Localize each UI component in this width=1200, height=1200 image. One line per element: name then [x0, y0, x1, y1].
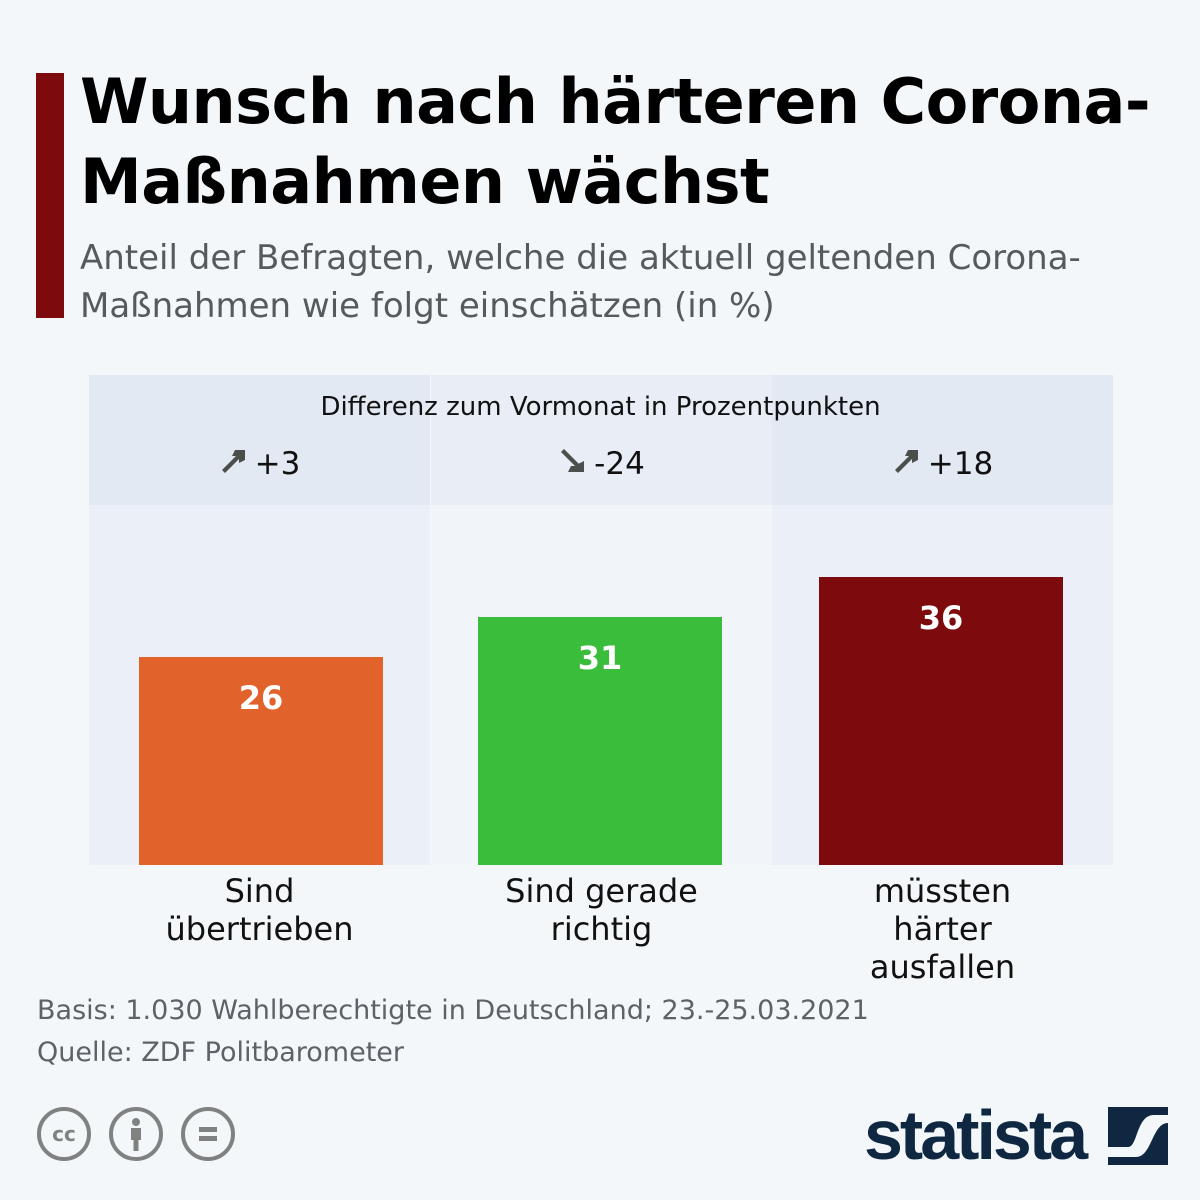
basis-note: Basis: 1.030 Wahlberechtigte in Deutschl…	[37, 995, 869, 1026]
bar-3: 36	[819, 577, 1063, 865]
attribution-icon[interactable]	[109, 1107, 163, 1161]
brand-name: statista	[864, 1096, 1088, 1174]
difference-label: -24	[594, 446, 645, 482]
chart-title: Wunsch nach härteren Corona-Maßnahmen wä…	[80, 65, 1151, 218]
difference-label: +18	[927, 446, 994, 482]
arrow-down-right-icon	[558, 446, 594, 482]
difference-2: -24	[431, 446, 772, 482]
bar-1: 26	[139, 657, 383, 865]
category-label: müssten härter ausfallen	[869, 872, 1016, 986]
arrow-up-right-icon	[219, 446, 255, 482]
footer: Basis: 1.030 Wahlberechtigte in Deutschl…	[37, 990, 869, 1074]
bar-value-label: 31	[577, 639, 623, 677]
difference-3: +18	[772, 446, 1113, 482]
category-label: Sind gerade richtig	[505, 872, 698, 948]
bar-value-label: 36	[918, 599, 964, 637]
bar-value-label: 26	[238, 679, 284, 717]
no-derivatives-icon[interactable]	[181, 1107, 235, 1161]
difference-1: +3	[89, 446, 430, 482]
statista-logo[interactable]: statista	[864, 1095, 1168, 1175]
difference-label: +3	[254, 446, 301, 482]
bar-2: 31	[478, 617, 722, 865]
difference-title: Differenz zum Vormonat in Prozentpunkten	[320, 392, 881, 422]
source-note: Quelle: ZDF Politbarometer	[37, 1037, 405, 1068]
arrow-up-right-icon	[892, 446, 928, 482]
title-accent-bar	[36, 73, 64, 318]
chart-subtitle: Anteil der Befragten, welche die aktuell…	[80, 238, 1081, 326]
category-label: Sind übertrieben	[165, 872, 354, 948]
statista-logo-icon	[1107, 1107, 1168, 1165]
cc-license-icon[interactable]: cc	[37, 1107, 91, 1161]
cc-label: cc	[52, 1122, 76, 1146]
